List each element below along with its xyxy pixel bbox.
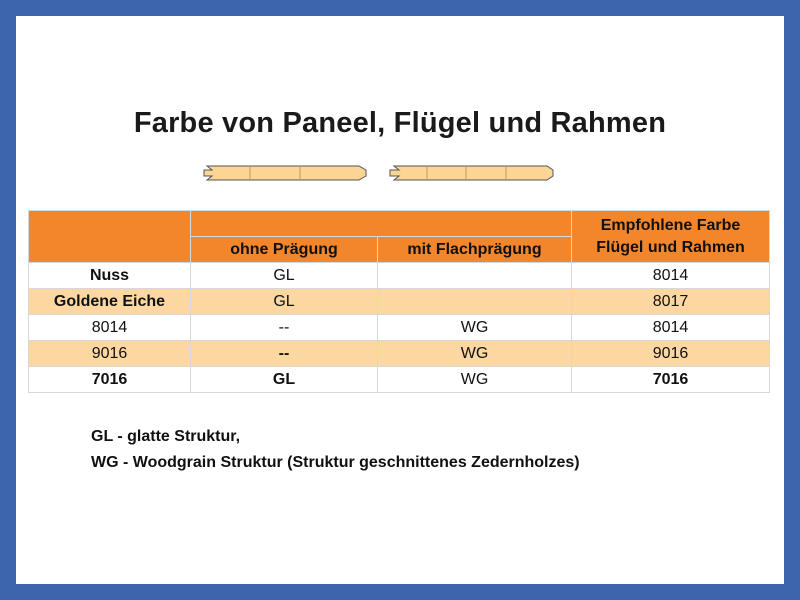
row-name: Nuss (28, 262, 191, 289)
legend-wg: WG - Woodgrain Struktur (Struktur geschn… (91, 454, 580, 471)
table-row: 7016 GL WG 7016 (28, 366, 770, 393)
row-rec: 8017 (571, 288, 770, 315)
row-rec: 7016 (571, 366, 770, 393)
row-ohne: -- (190, 314, 378, 341)
row-mit (377, 262, 572, 289)
row-mit: WG (377, 314, 572, 341)
header-blank-cell (28, 210, 191, 263)
row-mit: WG (377, 340, 572, 367)
header-recommended-line2: Flügel und Rahmen (596, 238, 745, 256)
row-name: 8014 (28, 314, 191, 341)
panel-profile-right (389, 165, 554, 181)
row-ohne: GL (190, 366, 378, 393)
table-row: 8014 -- WG 8014 (28, 314, 770, 341)
table-header-row: Empfohlene Farbe Flügel und Rahmen (28, 210, 770, 263)
row-mit (377, 288, 572, 315)
table-row: Nuss GL 8014 (28, 262, 770, 289)
row-mit: WG (377, 366, 572, 393)
table-subheader-row: ohne Prägung mit Flachprägung (29, 236, 770, 263)
row-rec: 8014 (571, 314, 770, 341)
row-name: Goldene Eiche (28, 288, 191, 315)
header-ohne-praegung: ohne Prägung (190, 236, 378, 263)
row-ohne: GL (190, 288, 378, 315)
row-rec: 9016 (571, 340, 770, 367)
legend: GL - glatte Struktur, WG - Woodgrain Str… (91, 424, 580, 476)
table-row: Goldene Eiche GL 8017 (28, 288, 770, 315)
legend-gl: GL - glatte Struktur, (91, 428, 241, 445)
row-name: 9016 (28, 340, 191, 367)
panel-profile-left (203, 165, 367, 181)
row-name: 7016 (28, 366, 191, 393)
row-rec: 8014 (571, 262, 770, 289)
header-mit-flachpraegung: mit Flachprägung (377, 236, 572, 263)
header-group-cell (190, 210, 572, 237)
header-recommended: Empfohlene Farbe Flügel und Rahmen (571, 210, 770, 263)
color-table: Empfohlene Farbe Flügel und Rahmen ohne … (28, 210, 770, 393)
row-ohne: GL (190, 262, 378, 289)
row-ohne: -- (190, 340, 378, 367)
table-row: 9016 -- WG 9016 (28, 340, 770, 367)
header-recommended-line1: Empfohlene Farbe (600, 216, 741, 234)
page-title: Farbe von Paneel, Flügel und Rahmen (133, 107, 667, 139)
